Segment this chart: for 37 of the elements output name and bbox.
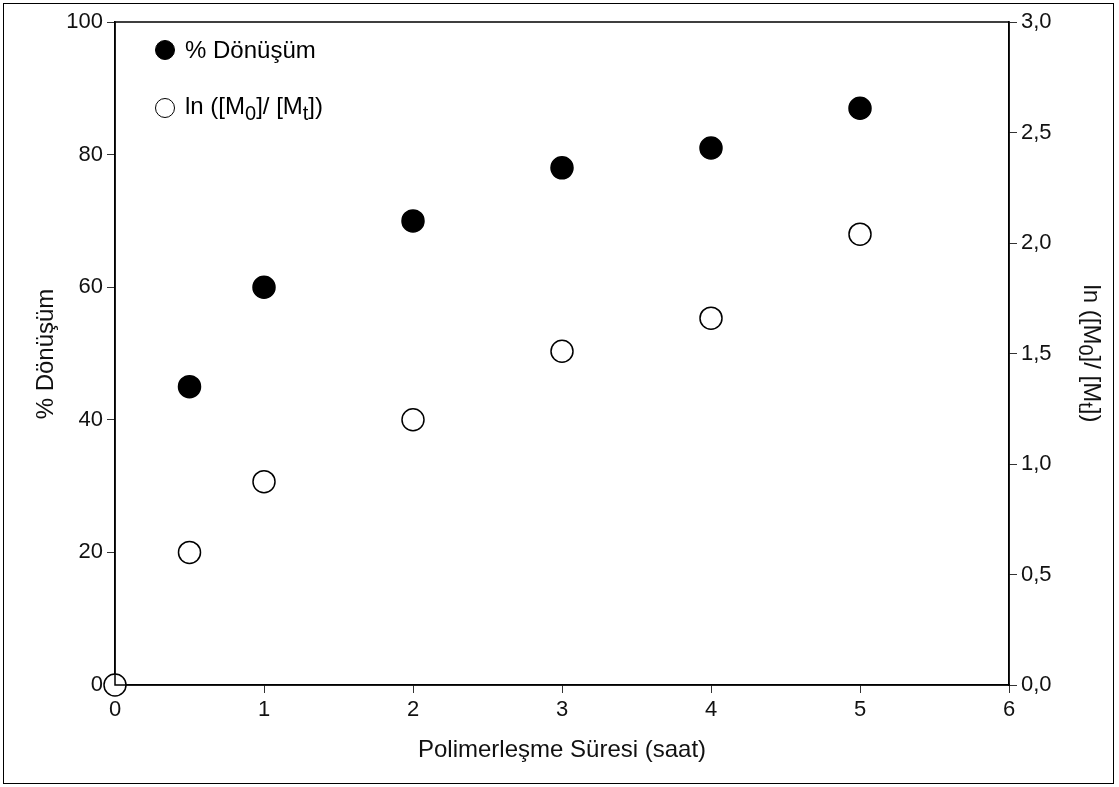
legend-label: % Dönüşüm: [185, 36, 316, 64]
y-tick-label: 100: [66, 8, 103, 34]
y-tick-label: 80: [78, 140, 103, 166]
point: [177, 540, 202, 565]
point: [848, 222, 872, 246]
y-axis-title: % Dönüşüm: [30, 288, 59, 419]
legend-label: ln ([M$_{0}$]/ [M$_{t}$]): [185, 91, 324, 125]
x-tick-label: 5: [853, 696, 867, 722]
point: [401, 408, 425, 432]
y2-tick-label: 0,5: [1021, 560, 1052, 586]
x-tick-label: 0: [108, 696, 122, 722]
point: [103, 673, 127, 697]
x-axis-title: Polimerleşme Süresi (saat): [418, 735, 707, 763]
x-tick-label: 1: [257, 696, 271, 722]
x-tick-label: 6: [1002, 696, 1016, 722]
point: [177, 374, 202, 399]
point: [550, 339, 574, 364]
x-tick-label: 2: [406, 696, 420, 722]
x-tick-label: 4: [704, 696, 718, 722]
y-tick-label: 0: [90, 671, 103, 697]
y2-tick-label: 2,5: [1021, 118, 1052, 144]
y2-tick-label: 1,0: [1021, 450, 1052, 476]
point: [252, 275, 276, 299]
point: [252, 469, 276, 494]
x-tick-label: 3: [555, 696, 569, 722]
y2-tick-label: 1,5: [1021, 339, 1052, 365]
y-tick-label: 60: [78, 273, 103, 299]
y2-tick-label: 2,0: [1021, 229, 1052, 255]
y-tick-label: 40: [78, 405, 103, 431]
point: [699, 306, 723, 330]
point: [699, 136, 723, 160]
y-tick-label: 20: [78, 538, 103, 564]
y2-tick-label: 0,0: [1021, 671, 1052, 697]
point: [550, 156, 574, 180]
point: [848, 96, 872, 120]
y2-tick-label: 3,0: [1021, 8, 1052, 34]
point: [401, 209, 425, 233]
